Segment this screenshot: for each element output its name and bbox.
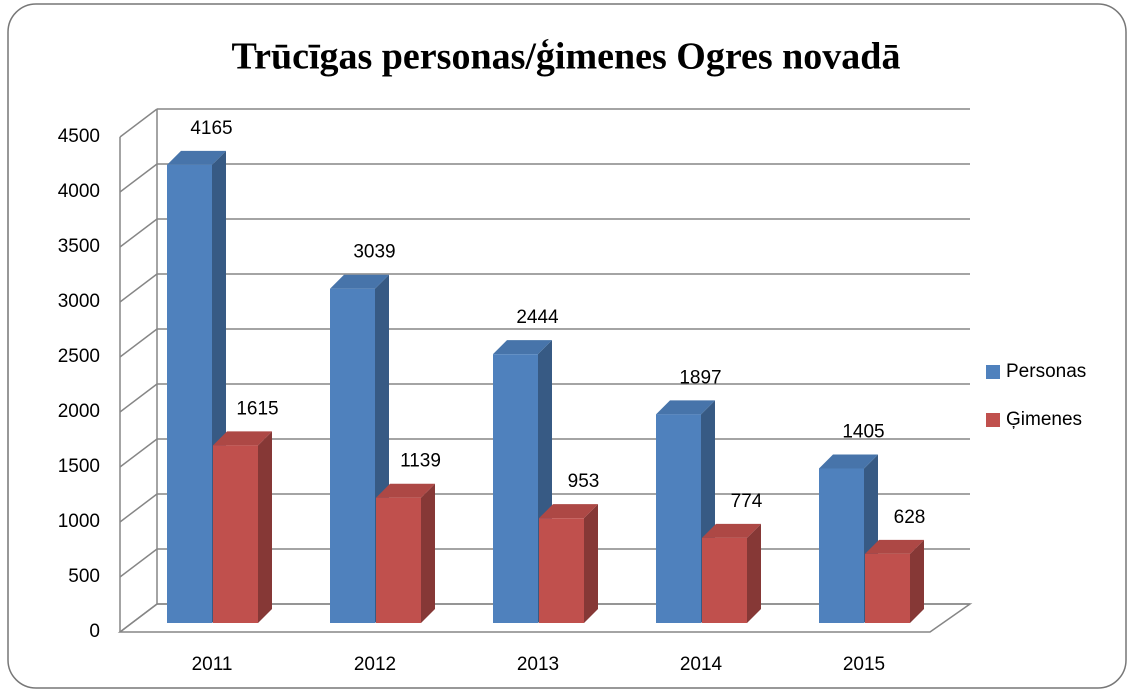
data-label: 774 (731, 491, 763, 512)
y-tick-label: 3500 (58, 236, 100, 257)
grid-diagonal (119, 218, 158, 248)
bar-front (167, 164, 212, 623)
bar-top (865, 539, 924, 554)
bar-top (167, 150, 226, 165)
legend-label: Personas (1006, 361, 1086, 382)
bar-front (819, 468, 864, 623)
x-tick-label: 2013 (517, 654, 559, 675)
grid-diagonal (119, 548, 158, 578)
data-label: 3039 (353, 242, 395, 263)
bar-front (330, 288, 375, 623)
grid-diagonal (119, 108, 158, 138)
bar-side (747, 523, 761, 623)
x-tick-label: 2011 (192, 654, 233, 675)
y-tick-label: 2500 (58, 346, 100, 367)
legend-label: Ģimenes (1006, 409, 1082, 430)
bar-top (539, 504, 598, 519)
y-tick-label: 1000 (58, 511, 100, 532)
bar-side (910, 539, 924, 623)
grid-diagonal (119, 438, 158, 468)
grid-diagonal (119, 273, 158, 303)
bar-top (376, 483, 435, 498)
chart-title: Trūcīgas personas/ģimenes Ogres novadā (232, 36, 901, 78)
bar-front (376, 497, 421, 623)
bar-top (213, 431, 272, 446)
bar-front (539, 518, 584, 623)
bar (702, 523, 761, 623)
grid-diagonal (119, 493, 158, 523)
bar-top (819, 454, 878, 469)
y-tick-label: 3000 (58, 291, 100, 312)
legend-swatch (986, 413, 1000, 427)
bar (539, 504, 598, 623)
bar-side (258, 431, 272, 623)
y-tick-label: 4500 (58, 126, 100, 147)
bar-front (493, 354, 538, 623)
bar-top (493, 340, 552, 355)
data-label: 1897 (679, 367, 721, 388)
grid-diagonal (119, 163, 158, 193)
bar-top (702, 523, 761, 538)
bar-front (656, 414, 701, 623)
x-tick-label: 2012 (354, 654, 396, 675)
bar-front (702, 537, 747, 623)
y-tick-label: 4000 (58, 181, 100, 202)
x-tick-label: 2014 (680, 654, 723, 675)
grid-diagonal (119, 328, 158, 358)
grid-diagonal (119, 603, 158, 633)
data-label: 953 (568, 471, 600, 492)
y-tick-label: 0 (89, 621, 100, 642)
data-label: 1139 (400, 451, 441, 472)
bar-top (330, 274, 389, 289)
data-label: 1405 (842, 421, 884, 442)
bar-front (213, 445, 258, 623)
y-tick-label: 1500 (58, 456, 100, 477)
bar-front (865, 553, 910, 623)
bar-side (584, 504, 598, 623)
y-tick-label: 500 (68, 566, 100, 587)
bar (213, 431, 272, 623)
bar-top (656, 400, 715, 415)
data-label: 628 (894, 507, 926, 528)
grid-diagonal (119, 383, 158, 413)
data-label: 2444 (516, 307, 559, 328)
bar (330, 274, 389, 623)
bar (656, 400, 715, 623)
bar (865, 539, 924, 623)
bar (167, 150, 226, 623)
data-label: 4165 (190, 118, 232, 139)
y-tick-label: 2000 (58, 401, 100, 422)
x-tick-label: 2015 (843, 654, 885, 675)
legend-swatch (986, 365, 1000, 379)
bar (376, 483, 435, 623)
bar (493, 340, 552, 623)
bar-side (421, 483, 435, 623)
data-label: 1615 (236, 398, 278, 419)
